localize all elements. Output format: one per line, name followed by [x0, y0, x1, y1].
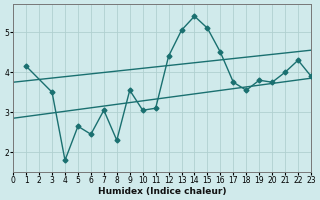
X-axis label: Humidex (Indice chaleur): Humidex (Indice chaleur): [98, 187, 226, 196]
